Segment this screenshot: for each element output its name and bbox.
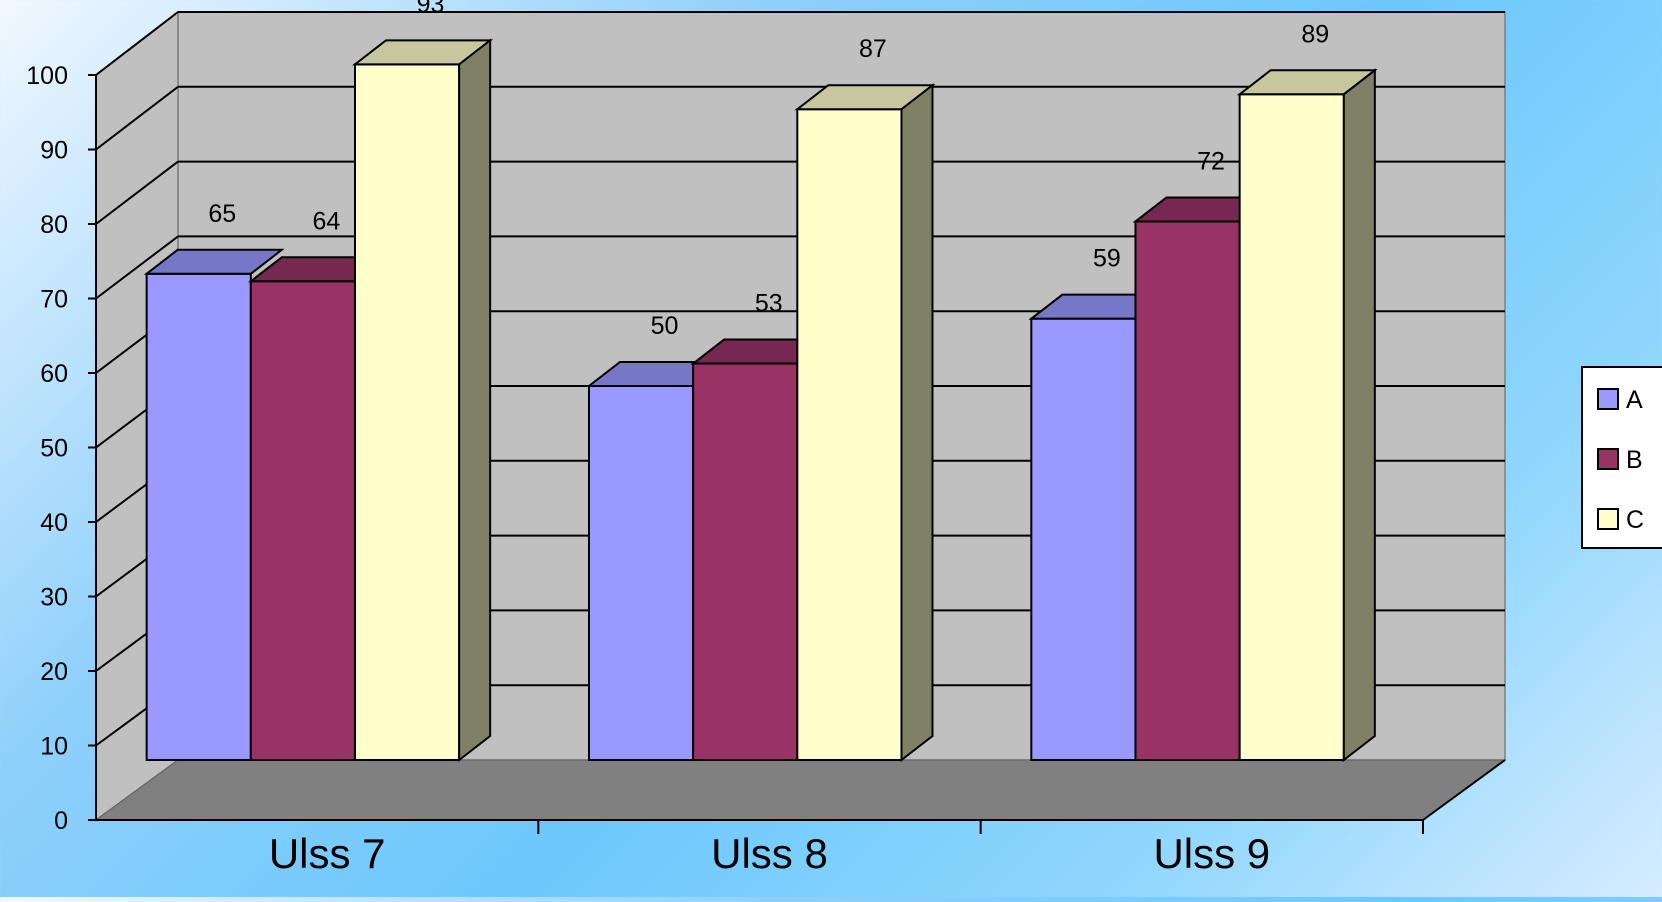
y-tick-label: 60 <box>40 360 68 388</box>
y-tick-label: 10 <box>40 733 68 761</box>
legend-label: C <box>1626 506 1644 534</box>
bar-side <box>900 83 934 763</box>
x-axis-depth <box>1422 759 1506 821</box>
y-tick-label: 90 <box>40 137 68 165</box>
bar-front <box>353 63 461 762</box>
y-tick-label: 20 <box>40 658 68 686</box>
data-label: 64 <box>312 207 340 235</box>
data-label: 53 <box>755 290 783 318</box>
x-category-label: Ulss 7 <box>269 830 386 877</box>
legend-label: B <box>1626 446 1643 474</box>
data-label: 59 <box>1093 245 1121 273</box>
gridline-side <box>95 11 179 76</box>
x-category-label: Ulss 9 <box>1153 830 1270 877</box>
x-category-label: Ulss 8 <box>711 830 828 877</box>
bar-side <box>458 38 492 763</box>
y-tick-label: 70 <box>40 286 68 314</box>
data-label: 50 <box>651 312 679 340</box>
bar-front <box>249 280 356 761</box>
gridline-side <box>95 160 179 225</box>
data-label: 89 <box>1301 20 1329 48</box>
legend-label: A <box>1626 386 1643 414</box>
data-label: 93 <box>417 0 445 18</box>
y-tick-label: 100 <box>26 62 68 90</box>
data-label: 72 <box>1197 147 1225 175</box>
bar-front <box>1238 93 1345 761</box>
bar-top <box>143 248 285 275</box>
y-tick-label: 50 <box>40 435 68 463</box>
bar-front <box>145 272 252 761</box>
bar-front <box>1030 317 1137 761</box>
y-tick-label: 30 <box>40 584 68 612</box>
bar-front <box>1134 220 1241 761</box>
bar-front <box>692 362 799 761</box>
y-tick-label: 0 <box>54 807 68 835</box>
floor <box>94 759 1507 821</box>
bar-side <box>1342 68 1376 763</box>
y-tick-label: 40 <box>40 509 68 537</box>
gridline-side <box>95 86 179 151</box>
y-tick-label: 80 <box>40 211 68 239</box>
data-label: 87 <box>859 35 887 63</box>
legend-swatch <box>1597 388 1619 410</box>
data-label: 65 <box>208 200 236 228</box>
legend-swatch <box>1597 508 1619 530</box>
bar-front <box>587 385 695 761</box>
bar-front <box>796 108 903 762</box>
gridline-side <box>95 235 179 300</box>
legend-box <box>1581 366 1662 549</box>
legend-swatch <box>1597 448 1619 470</box>
